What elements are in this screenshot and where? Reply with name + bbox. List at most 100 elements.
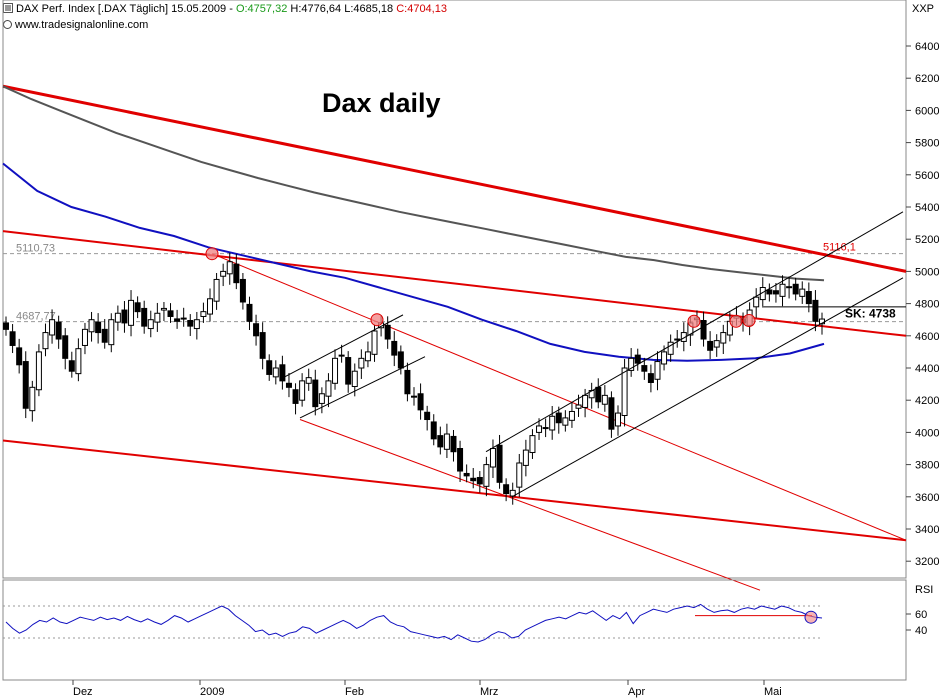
candle-body [35, 351, 42, 391]
candle-body [246, 303, 253, 322]
candle-body [430, 421, 437, 440]
rsi-panel: 40 60 RSI [2, 579, 933, 681]
candle-body [568, 410, 575, 421]
candle-body [29, 386, 36, 412]
candle-body [608, 397, 615, 430]
candle-body [42, 332, 49, 350]
candle-body [207, 298, 213, 315]
x-tick-label: 2009 [200, 686, 224, 698]
y-tick-label: 4600 [915, 331, 939, 343]
candle-body [345, 357, 352, 385]
candle-body [463, 472, 470, 477]
candle-body [279, 364, 286, 382]
candle-body [108, 319, 115, 346]
candle-body [299, 380, 306, 401]
quote-low: L:4685,18 [344, 3, 394, 15]
candle-body [450, 435, 457, 453]
candle-body [121, 309, 128, 324]
candle-body [555, 412, 562, 424]
y-tick-label: 4000 [915, 427, 939, 439]
channel-feb-lower [299, 356, 426, 419]
y-tick-label: 3600 [915, 492, 939, 504]
source-url[interactable]: www.tradesignalonline.com [15, 19, 149, 31]
candle-body [496, 444, 503, 483]
candle-body [193, 319, 200, 330]
candle-body [384, 324, 391, 340]
candle-body [397, 351, 404, 369]
y-tick-label: 4800 [915, 299, 939, 311]
candle-body [358, 357, 365, 369]
candle-body [141, 307, 148, 327]
candle-body [9, 331, 16, 346]
candle-body [180, 317, 187, 320]
signal-marker [370, 313, 384, 327]
candle-body [364, 351, 371, 362]
channel-rally-lower [511, 277, 904, 498]
sk-annotation: SK: 4738 [845, 307, 896, 321]
y-tick-label: 5600 [915, 170, 939, 182]
candle-body [160, 307, 167, 311]
quote-high: H:4776,64 [290, 3, 342, 15]
candle-body [62, 335, 69, 359]
candle-body [772, 290, 779, 295]
instrument-name: DAX Perf. Index [.DAX Täglich] [16, 3, 169, 15]
candle-body [22, 361, 29, 409]
level-label-upper: 5110,73 [16, 243, 55, 255]
y-tick-label: 3400 [915, 524, 939, 536]
candle-body [575, 404, 582, 409]
candle-body [75, 348, 82, 375]
candle-body [634, 354, 641, 364]
candle-body [595, 386, 602, 403]
candle-body [621, 367, 628, 416]
quote-date: 15.05.2009 [171, 3, 227, 15]
fan-line-upper [211, 253, 907, 541]
y-tick-label: 5800 [915, 138, 939, 150]
candle-body [220, 270, 227, 277]
y-tick-label: 5400 [915, 202, 939, 214]
candle-body [226, 261, 233, 275]
x-tick-label: Feb [345, 686, 364, 698]
candle-body [305, 377, 312, 384]
candle-body [753, 296, 760, 308]
candle-body [792, 283, 799, 295]
candle-body [154, 312, 161, 323]
candle-body [49, 319, 56, 336]
candle-body [582, 394, 589, 408]
candle-body [786, 286, 793, 289]
y-tick-label: 5000 [915, 266, 939, 278]
candle-body [437, 435, 444, 448]
candle-body [805, 291, 812, 305]
candle-body [134, 302, 141, 313]
candle-body [95, 321, 102, 334]
x-tick-label: Apr [628, 686, 645, 698]
candle-body [489, 448, 496, 468]
candle-body [3, 322, 9, 330]
x-tick-label: Mrz [480, 686, 498, 698]
rsi-signal-marker [804, 610, 818, 624]
candle-body [522, 449, 529, 466]
candle-body [483, 464, 490, 487]
candle-body [720, 332, 727, 344]
candle-body [549, 415, 556, 431]
fan-line-lower [299, 419, 761, 591]
candle-body [147, 319, 154, 330]
candle-body [128, 299, 135, 326]
candle-body [253, 323, 260, 337]
candle-body [88, 319, 95, 333]
candle-body [503, 484, 510, 495]
candle-body [239, 278, 246, 303]
candle-body [114, 312, 121, 323]
quote-open: O:4757,32 [235, 3, 288, 15]
candle-body [542, 427, 549, 430]
candle-body [628, 357, 635, 371]
price-panel-frame [2, 0, 907, 579]
candle-body [338, 354, 345, 357]
candle-body [615, 412, 621, 427]
rsi-tick-label: 40 [915, 625, 927, 637]
x-tick-label: Dez [73, 686, 93, 698]
rsi-panel-frame [2, 579, 907, 681]
candle-body [707, 340, 714, 351]
candle-body [443, 433, 450, 450]
candle-body [661, 351, 668, 365]
candle-body [799, 288, 806, 297]
